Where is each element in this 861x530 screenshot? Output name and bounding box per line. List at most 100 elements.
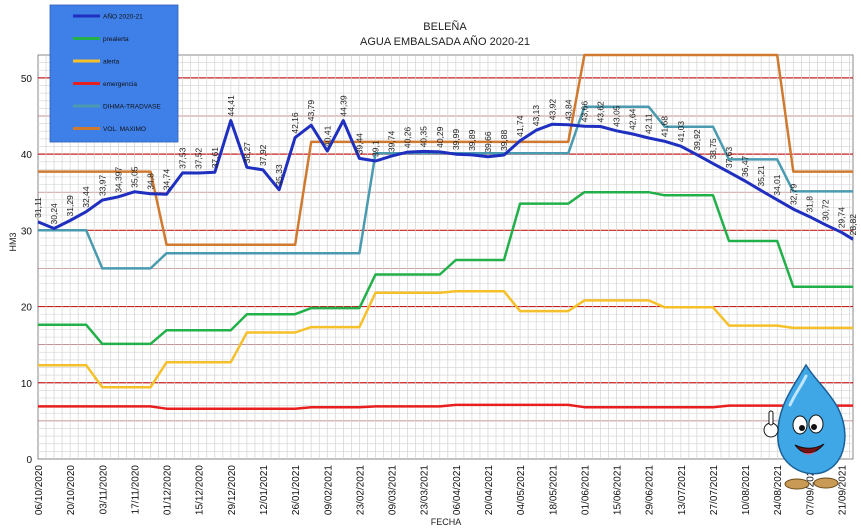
chart-subtitle: AGUA EMBALSADA AÑO 2020-21 <box>360 35 530 48</box>
x-tick-label: 12/01/2021 <box>259 465 270 515</box>
legend-box <box>49 4 179 143</box>
data-label: 30,24 <box>49 203 59 225</box>
data-label: 35,33 <box>274 164 284 186</box>
data-label: 32,44 <box>81 186 91 208</box>
drop-highlight <box>788 374 808 407</box>
legend-entry: VOL. MAXIMO <box>103 126 146 133</box>
data-label: 44,39 <box>338 95 348 117</box>
series-line-prealerta <box>38 190 853 346</box>
chart-title: BELEÑA <box>423 20 467 33</box>
mouth <box>794 443 825 454</box>
x-tick-label: 09/03/2021 <box>388 465 399 515</box>
data-label: 42,64 <box>628 108 638 130</box>
data-label: 43,92 <box>547 99 557 121</box>
right-pupil <box>811 424 817 430</box>
x-tick-label: 24/08/2021 <box>773 465 784 515</box>
x-tick-label: 27/07/2021 <box>709 465 720 515</box>
series-layer <box>37 53 854 410</box>
series-line-dihma-tradvase <box>38 105 853 270</box>
data-label: 43,84 <box>563 99 573 121</box>
data-label: 41,03 <box>676 121 686 143</box>
data-label: 42,16 <box>290 112 300 134</box>
data-label: 31,8 <box>804 196 814 213</box>
data-label: 43,62 <box>595 101 605 123</box>
data-label: 38,75 <box>708 138 718 160</box>
legend-entry: emergencia <box>103 81 137 88</box>
data-label: 43,66 <box>579 101 589 123</box>
series-line-vol-maximo <box>38 53 853 247</box>
axes: 0 10 20 30 40 50 06/10/2020 20/10/2020 03/11/202… <box>21 74 849 515</box>
x-tick-label: 29/06/2021 <box>645 465 656 515</box>
data-label: 34,01 <box>772 174 782 196</box>
data-label: 28,82 <box>848 214 858 236</box>
x-tick-label: 04/05/2021 <box>516 465 527 515</box>
x-tick-label: 09/02/2021 <box>323 465 334 515</box>
data-label: 34,8 <box>145 173 155 190</box>
data-label: 34,397 <box>113 167 123 193</box>
data-label: 37,92 <box>258 144 268 166</box>
data-label: 44,41 <box>226 95 236 117</box>
data-label: 29,74 <box>837 207 847 229</box>
data-label: 37,63 <box>724 147 734 169</box>
y-tick-label: 20 <box>21 303 33 314</box>
x-tick-label: 15/06/2021 <box>613 465 624 515</box>
data-label: 37,61 <box>210 147 220 169</box>
x-tick-label: 21/09/2021 <box>838 465 849 515</box>
data-label: 40,35 <box>419 126 429 148</box>
series-line-alerta <box>38 290 853 389</box>
left-shoe <box>784 478 810 490</box>
data-label: 39,99 <box>451 129 461 151</box>
x-tick-label: 23/03/2021 <box>420 465 431 515</box>
pointing-finger <box>768 410 774 426</box>
data-label: 34,74 <box>162 169 172 191</box>
y-axis-label: HM3 <box>8 232 18 251</box>
x-tick-label: 23/02/2021 <box>355 465 366 515</box>
data-label: 39,74 <box>387 131 397 153</box>
legend-entry: alerta <box>103 59 120 66</box>
x-tick-label: 13/07/2021 <box>677 465 688 515</box>
x-tick-label: 17/11/2020 <box>130 465 141 515</box>
data-label: 37,53 <box>178 147 188 169</box>
y-tick-label: 30 <box>21 226 33 237</box>
data-label: 37,52 <box>194 147 204 169</box>
data-label: 30,72 <box>820 199 830 221</box>
data-label: 39,88 <box>499 129 509 151</box>
x-tick-label: 15/12/2020 <box>195 465 206 515</box>
x-tick-label: 20/04/2021 <box>484 465 495 515</box>
data-label: 43,05 <box>612 105 622 127</box>
data-label: 33,97 <box>97 175 107 197</box>
x-tick-label: 20/10/2020 <box>66 465 77 515</box>
data-label: 41,74 <box>515 115 525 137</box>
x-tick-label: 01/12/2020 <box>163 465 174 515</box>
x-tick-label: 29/12/2020 <box>227 465 238 515</box>
x-tick-label: 03/11/2020 <box>98 465 109 515</box>
x-tick-label: 06/04/2021 <box>452 465 463 515</box>
x-axis-label: FECHA <box>431 517 462 527</box>
y-tick-label: 40 <box>21 150 33 161</box>
data-label: 35,05 <box>129 166 139 188</box>
data-label: 43,13 <box>531 105 541 127</box>
data-label: 36,47 <box>740 155 750 177</box>
data-label: 39,44 <box>354 133 364 155</box>
data-label: 35,21 <box>756 165 766 187</box>
data-label: 41,68 <box>660 116 670 138</box>
y-tick-label: 0 <box>26 455 32 466</box>
x-tick-label: 07/09/2021 <box>805 465 816 515</box>
series-line-emergencia <box>38 403 853 410</box>
tongue <box>802 451 816 455</box>
x-tick-label: 01/06/2021 <box>580 465 591 515</box>
legend-entry: prealerta <box>103 36 129 43</box>
data-label: 39,66 <box>483 131 493 153</box>
data-label: 43,79 <box>306 100 316 122</box>
data-labels: 31,11 30,24 31,29 32,44 33,97 34,397 35,05 34,8… <box>33 95 858 235</box>
right-eye <box>808 414 824 434</box>
x-tick-label: 26/01/2021 <box>291 465 302 515</box>
data-label: 39,89 <box>467 129 477 151</box>
data-label: 38,27 <box>242 142 252 164</box>
data-label: 39,1 <box>370 140 380 157</box>
x-tick-label: 10/08/2021 <box>741 465 752 515</box>
data-label: 40,26 <box>403 127 413 149</box>
data-label: 40,29 <box>435 126 445 148</box>
